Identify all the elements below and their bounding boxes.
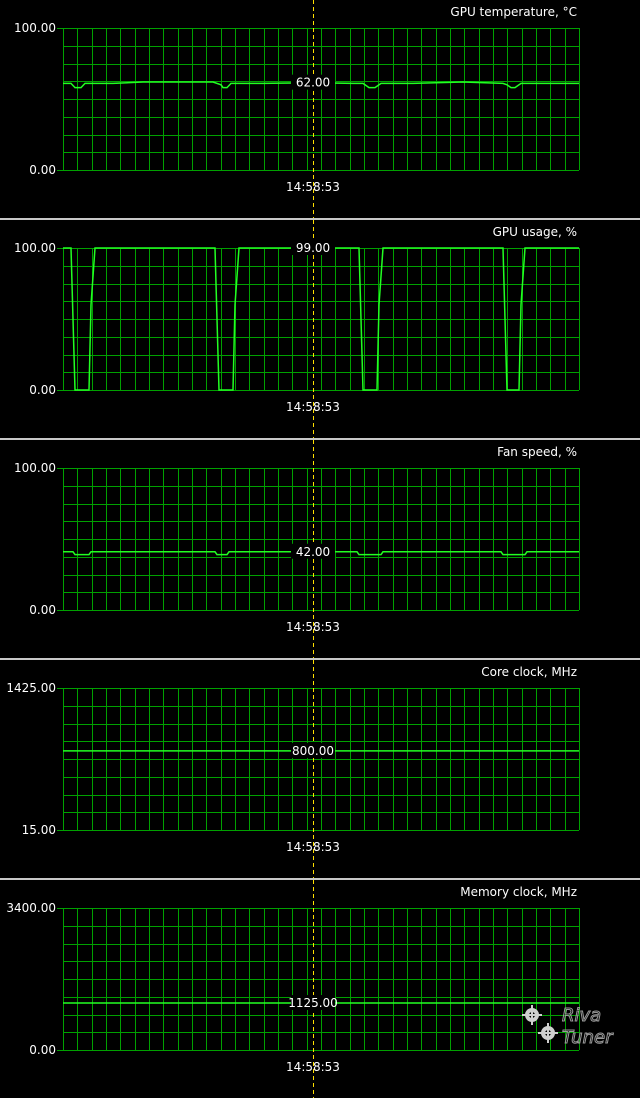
y-min-label: 0.00 xyxy=(29,1043,56,1057)
panel-title: GPU temperature, °C xyxy=(450,5,577,19)
y-max-label: 100.00 xyxy=(14,21,56,35)
current-value-bg xyxy=(291,543,335,559)
y-min-label: 0.00 xyxy=(29,383,56,397)
time-label: 14:58:53 xyxy=(286,620,340,634)
current-value-label: 42.00 xyxy=(296,545,330,559)
rivatuner-watermark-logo: Riva Tuner xyxy=(518,999,636,1055)
monitor-panel: GPU temperature, °C 100.00 0.00 62.00 14:58:… xyxy=(0,0,640,218)
monitor-panel: Memory clock, MHz 3400.00 0.00 1125.00 14:58… xyxy=(0,880,640,1098)
time-label: 14:58:53 xyxy=(286,840,340,854)
grid xyxy=(63,248,580,391)
panel-title: GPU usage, % xyxy=(493,225,577,239)
y-max-label: 1425.00 xyxy=(6,681,56,695)
panel-graph: GPU temperature, °C 100.00 0.00 62.00 14:58:… xyxy=(14,0,580,218)
time-label: 14:58:53 xyxy=(286,400,340,414)
monitor-panel: GPU usage, % 100.00 0.00 99.00 14:58:53 xyxy=(0,220,640,438)
panel-title: Fan speed, % xyxy=(497,445,577,459)
grid xyxy=(63,28,580,171)
svg-text:Tuner: Tuner xyxy=(562,1027,614,1048)
panel-separator xyxy=(0,658,640,660)
grid xyxy=(63,468,580,611)
gear-logo-icon: Riva Tuner xyxy=(522,1005,615,1049)
grid xyxy=(63,908,580,1051)
grid xyxy=(63,688,580,831)
panel-separator xyxy=(0,878,640,880)
panel-graph: GPU usage, % 100.00 0.00 99.00 14:58:53 xyxy=(14,220,580,438)
time-label: 14:58:53 xyxy=(286,180,340,194)
y-max-label: 100.00 xyxy=(14,241,56,255)
svg-text:Riva: Riva xyxy=(562,1005,601,1026)
current-value-bg xyxy=(291,240,335,255)
panel-separator xyxy=(0,218,640,220)
current-value-bg xyxy=(291,995,335,1011)
current-value-label: 99.00 xyxy=(296,241,330,255)
monitor-panel: Fan speed, % 100.00 0.00 42.00 14:58:53 xyxy=(0,440,640,658)
current-value-bg xyxy=(291,742,335,758)
y-min-label: 0.00 xyxy=(29,603,56,617)
monitor-panel: Core clock, MHz 1425.00 15.00 800.00 14:58:5… xyxy=(0,660,640,878)
y-max-label: 3400.00 xyxy=(6,901,56,915)
panel-title: Memory clock, MHz xyxy=(460,885,577,899)
current-value-label: 1125.00 xyxy=(288,996,338,1010)
panel-graph: Memory clock, MHz 3400.00 0.00 1125.00 14:58… xyxy=(6,880,580,1098)
current-value-label: 62.00 xyxy=(296,76,330,90)
y-max-label: 100.00 xyxy=(14,461,56,475)
panel-separator xyxy=(0,438,640,440)
y-min-label: 15.00 xyxy=(22,823,56,837)
time-label: 14:58:53 xyxy=(286,1060,340,1074)
panel-title: Core clock, MHz xyxy=(481,665,577,679)
panel-graph: Fan speed, % 100.00 0.00 42.00 14:58:53 xyxy=(14,440,580,658)
current-value-label: 800.00 xyxy=(292,744,334,758)
panel-graph: Core clock, MHz 1425.00 15.00 800.00 14:58:5… xyxy=(6,660,580,878)
y-min-label: 0.00 xyxy=(29,163,56,177)
current-value-bg xyxy=(291,74,335,90)
